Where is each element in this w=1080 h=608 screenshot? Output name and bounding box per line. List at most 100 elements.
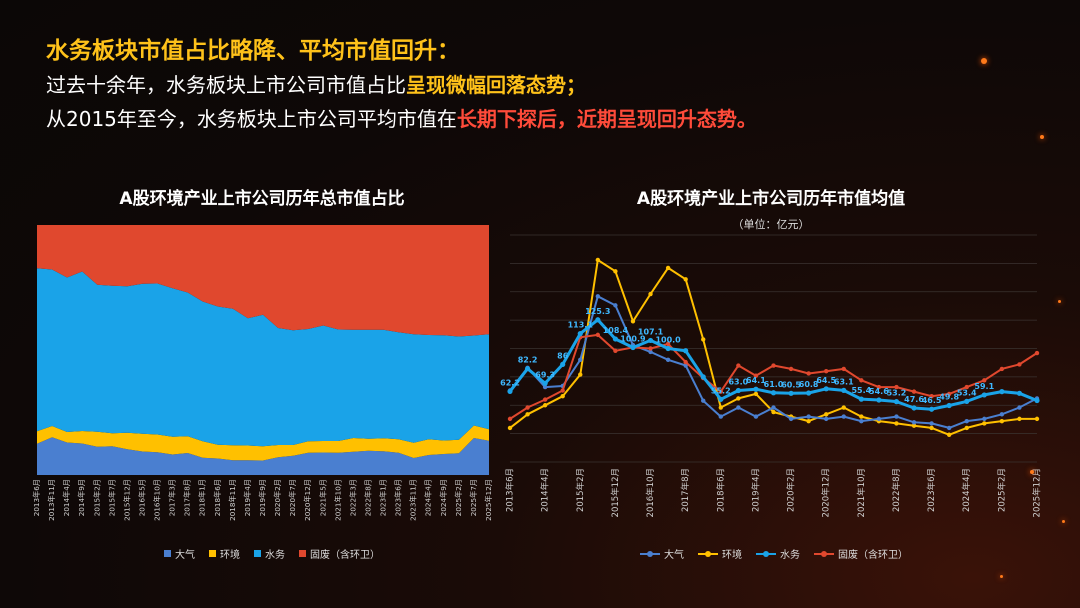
legend-label: 大气 [175,550,195,561]
line-point-env [806,418,811,424]
line-point-air [841,414,846,419]
line-point-water [560,361,566,367]
line-chart-title: A股环境产业上市公司历年市值均值 [636,189,906,209]
line-point-water [735,387,741,394]
line-point-air [788,416,794,422]
line-data-label: 60.5 [781,380,801,389]
line-data-label: 49.8 [939,392,959,401]
line-point-solid [876,384,882,390]
line-point-env [911,423,917,428]
area-chart: 2013年6月 2013年11月 2014年4月 2014年9月 2015年2月 2015… [32,225,493,521]
area-x-tick-label: 2017年8月 [183,479,192,516]
line-point-water [981,392,987,398]
line-point-solid [841,366,846,372]
line-point-solid [946,391,952,397]
line-x-tick-label: 2016年10月 [645,468,656,517]
area-chart-title: A股环境产业上市公司历年总市值占比 [119,189,405,209]
line-point-env [964,425,969,431]
decor-spark [1000,575,1003,578]
line-point-air [894,414,899,419]
line-point-air [701,398,706,403]
legend-line-swatch [640,550,660,557]
line-x-tick-label: 2015年12月 [610,468,621,517]
legend-label: 环境 [220,550,240,561]
legend-label: 固废（含环卫） [838,550,908,561]
line-x-tick-label: 2019年4月 [750,468,761,512]
line-x-tick-label: 2018年6月 [715,468,726,512]
line-data-label: 107.1 [638,327,664,336]
legend-item-env: 环境 [698,546,742,561]
line-point-solid [999,366,1005,372]
line-x-tick-label: 2014年4月 [540,468,551,512]
line-data-label: 46.5 [922,396,942,405]
line-point-solid [595,332,601,338]
line-data-label: 59.1 [974,382,994,391]
legend-label: 固废（含环卫） [310,550,380,561]
line-point-env [824,412,829,417]
line-data-label: 69.3 [535,370,555,379]
line-point-air [771,405,776,410]
line-point-water [823,386,829,392]
line-data-label: 82.2 [518,356,538,365]
line-point-air [982,416,987,422]
line-point-water [806,390,812,396]
line-point-water [788,390,794,396]
headline-line-1-highlight: 呈现微幅回落态势； [406,73,586,97]
area-x-tick-label: 2018年6月 [213,479,222,516]
area-x-tick-label: 2021年10月 [333,479,342,521]
line-point-solid [859,378,864,383]
area-x-tick-label: 2025年2月 [454,479,463,516]
line-point-air [1017,405,1022,410]
legend-line-swatch [756,550,776,557]
line-data-label: 63.1 [834,377,854,386]
line-point-solid [1034,350,1040,356]
line-point-water [1034,397,1040,404]
line-point-env [613,269,618,274]
line-point-air [665,357,671,363]
line-data-label: 55.2 [711,386,731,395]
line-point-solid [982,378,987,383]
line-chart: 62.2 82.2 69.3 86 113.1 125.3 108.4100.9107.11… [500,234,1043,517]
legend-item-env: 环境 [209,546,240,561]
line-point-water [876,397,882,403]
area-x-tick-label: 2017年3月 [168,479,177,516]
line-point-solid [788,366,794,372]
area-x-tick-label: 2014年9月 [77,479,86,516]
line-point-solid [964,384,969,390]
legend-item-water: 水务 [254,546,285,561]
line-point-env [946,432,952,437]
line-point-water [507,388,513,395]
line-point-solid [683,359,688,365]
line-data-label: 108.4 [603,326,629,335]
area-x-tick-label: 2023年11月 [409,479,418,521]
line-point-env [1017,416,1022,422]
line-point-solid [542,397,548,402]
line-point-env [683,277,688,282]
line-point-air [648,349,653,355]
line-point-water [718,396,724,402]
headline-line-2-highlight: 长期下探后，近期呈现回升态势。 [456,107,757,131]
headline-line-1-text: 过去十余年，水务板块上市公司市值占比 [46,73,406,97]
legend-line-swatch [814,550,834,557]
headline-title: 水务板块市值占比略降、平均市值回升： [46,38,460,64]
area-x-tick-label: 2018年1月 [198,479,207,516]
area-x-tick-label: 2020年7月 [288,479,297,516]
line-point-air [911,420,917,425]
line-data-label: 64.5 [816,376,836,385]
legend-label: 水务 [780,550,800,561]
legend-label: 大气 [664,550,684,561]
headline-line-2-text: 从2015年至今，水务板块上市公司平均市值在 [46,107,457,131]
legend-item-solid: 固废（含环卫） [814,546,908,561]
line-x-tick-label: 2017年8月 [680,468,691,512]
line-point-solid [824,369,829,374]
line-data-label: 125.3 [585,307,610,316]
line-data-label: 53.4 [957,388,977,397]
line-x-tick-label: 2020年12月 [821,468,832,517]
legend-label: 环境 [722,550,742,561]
line-point-water [700,374,706,380]
line-point-water [929,406,935,412]
line-point-air [683,363,688,368]
legend-swatch [164,550,171,557]
area-x-tick-label: 2020年2月 [273,479,282,516]
line-data-label: 63.0 [728,377,748,386]
